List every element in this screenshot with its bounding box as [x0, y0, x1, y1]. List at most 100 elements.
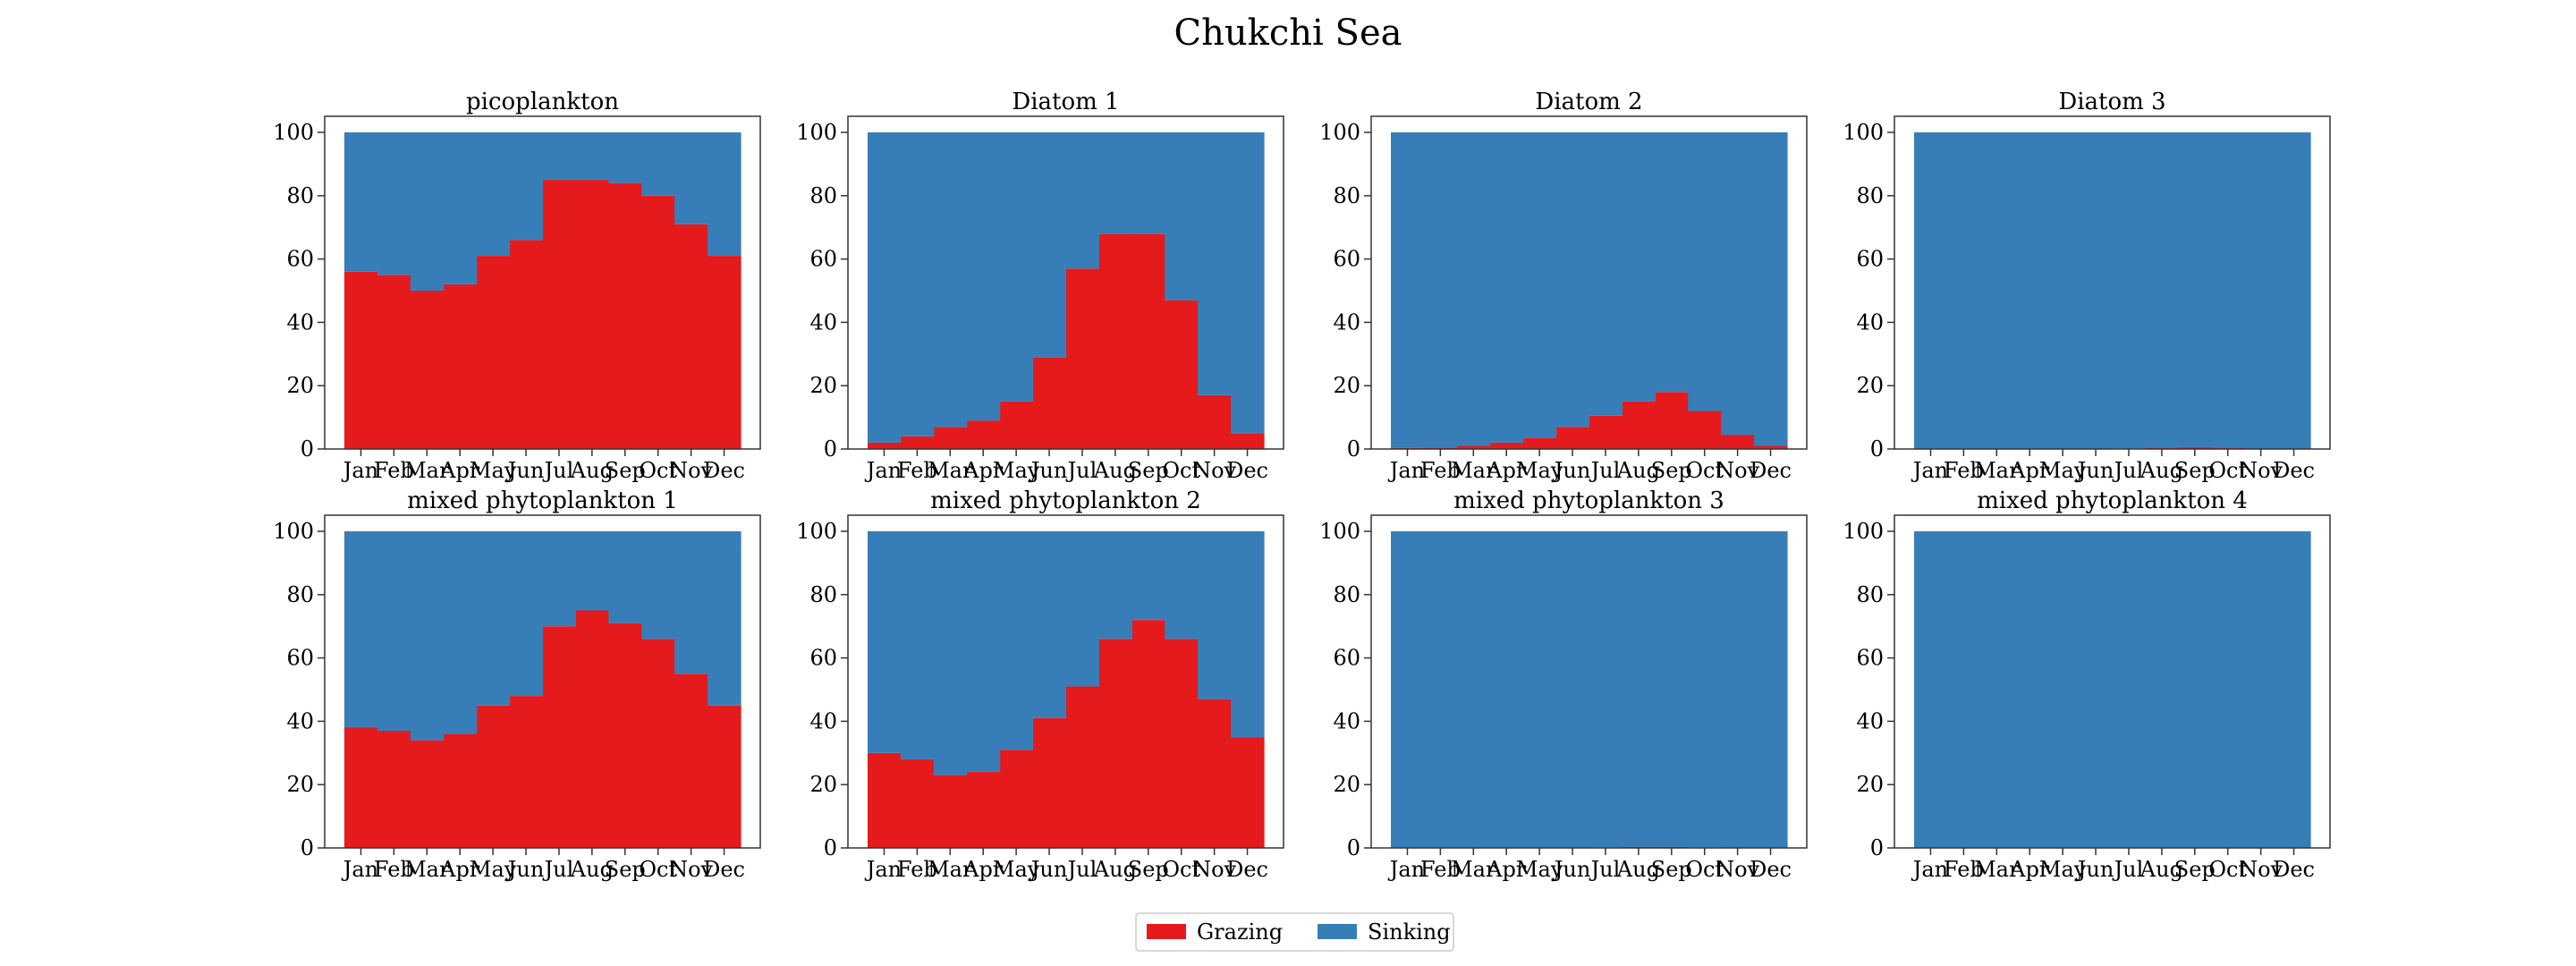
x-tick-label: Oct	[1162, 857, 1200, 882]
bar-sinking-feb	[1423, 132, 1458, 448]
y-tick-label: 100	[273, 120, 314, 145]
y-tick-label: 20	[286, 373, 314, 398]
bar-sinking-nov	[2244, 132, 2278, 449]
y-tick-label: 20	[1856, 373, 1884, 398]
bar-sinking-nov	[674, 531, 708, 674]
bar-sinking-dec	[1231, 531, 1265, 738]
x-tick-label: May	[2039, 857, 2087, 882]
y-tick-label: 0	[301, 436, 314, 462]
axes-frame	[324, 514, 761, 849]
bar-sinking-nov	[2244, 531, 2278, 848]
x-tick-label: Dec	[2273, 857, 2315, 882]
bar-sinking-dec	[2277, 132, 2311, 449]
y-tick-label: 80	[286, 582, 314, 607]
x-tick-label: Nov	[1192, 458, 1236, 483]
bar-grazing-jun	[1032, 717, 1067, 848]
bar-sinking-mar	[1979, 531, 2014, 848]
bar-grazing-jul	[542, 626, 577, 848]
bar-sinking-apr	[966, 531, 1001, 773]
y-tick-label: 40	[286, 708, 314, 733]
bar-grazing-dec	[1231, 433, 1265, 449]
bar-grazing-oct	[641, 639, 675, 848]
y-tick-label: 20	[1333, 373, 1360, 398]
bar-sinking-oct	[1688, 531, 1722, 848]
bar-sinking-jul	[1065, 132, 1100, 269]
y-tick-label: 0	[1870, 835, 1884, 860]
x-tick-label: Jun	[1552, 857, 1591, 882]
bar-sinking-sep	[1131, 132, 1165, 234]
x-tick-label: Jul	[1589, 458, 1621, 483]
y-tick-label: 40	[1333, 309, 1360, 335]
bar-sinking-jul	[542, 531, 577, 627]
bar-grazing-may	[476, 705, 511, 848]
bar-sinking-dec	[2277, 531, 2311, 848]
x-tick-label: Jul	[1065, 857, 1097, 882]
x-tick-label: Jan	[341, 857, 378, 882]
bar-sinking-jul	[542, 132, 577, 181]
axes-frame	[1894, 514, 2331, 849]
x-tick-label: Feb	[1944, 857, 1984, 882]
y-tick-label: 100	[796, 519, 837, 544]
bar-sinking-jun	[1555, 531, 1590, 848]
x-tick-label: Sep	[605, 857, 646, 882]
bar-grazing-apr	[966, 772, 1001, 848]
bar-sinking-mar	[1456, 531, 1491, 848]
x-tick-label: Jan	[864, 857, 902, 882]
x-tick-label: Dec	[703, 458, 745, 483]
bar-sinking-may	[476, 531, 511, 706]
bar-grazing-jan	[868, 442, 902, 449]
bar-sinking-jun	[1032, 531, 1067, 718]
bar-grazing-aug	[1622, 401, 1656, 449]
bar-sinking-nov	[1198, 531, 1232, 699]
x-tick-label: May	[993, 857, 1040, 882]
bar-sinking-jun	[1032, 132, 1067, 358]
bar-sinking-aug	[1622, 531, 1656, 847]
bar-grazing-jun	[1555, 427, 1590, 449]
axes-frame	[1370, 514, 1808, 849]
x-tick-label: Jan	[1911, 857, 1948, 882]
x-tick-label: Mar	[404, 458, 450, 483]
bar-grazing-dec	[708, 256, 741, 449]
panel-title: mixed phytoplankton 4	[1977, 487, 2248, 514]
x-tick-label: Oct	[639, 857, 677, 882]
bar-grazing-jan	[344, 727, 378, 848]
bar-grazing-oct	[641, 195, 675, 450]
x-tick-label: Jul	[2112, 857, 2144, 882]
x-tick-label: May	[1516, 458, 1563, 483]
bar-grazing-jun	[509, 696, 544, 848]
x-tick-label: Nov	[1716, 458, 1759, 483]
bar-grazing-jan	[868, 752, 902, 848]
x-tick-label: Jun	[1029, 857, 1068, 882]
bar-grazing-oct	[1688, 411, 1722, 449]
bar-sinking-nov	[1721, 531, 1755, 848]
x-tick-label: Oct	[1685, 857, 1724, 882]
x-tick-label: Apr	[1486, 458, 1527, 483]
bar-sinking-mar	[410, 531, 445, 741]
bar-sinking-mar	[1979, 132, 2014, 449]
x-tick-label: Feb	[897, 458, 937, 483]
bar-sinking-jun	[509, 132, 544, 241]
bar-sinking-dec	[708, 531, 741, 706]
bar-grazing-jul	[542, 180, 577, 449]
x-tick-label: Feb	[1420, 458, 1461, 483]
bar-sinking-jan	[344, 531, 378, 728]
bar-grazing-mar	[410, 291, 445, 449]
x-tick-label: Aug	[1093, 857, 1137, 882]
bar-sinking-sep	[2178, 132, 2212, 447]
y-tick-label: 0	[1347, 436, 1360, 462]
bar-grazing-nov	[1721, 435, 1755, 449]
x-tick-label: Apr	[962, 458, 1004, 483]
x-tick-label: Jan	[864, 458, 902, 483]
bar-sinking-may	[999, 132, 1034, 402]
bar-grazing-sep	[1131, 620, 1165, 848]
y-tick-label: 40	[809, 708, 837, 733]
bar-sinking-may	[476, 132, 511, 257]
bar-grazing-mar	[1456, 445, 1491, 449]
bar-sinking-jun	[1555, 132, 1590, 428]
y-tick-label: 80	[1856, 183, 1884, 208]
